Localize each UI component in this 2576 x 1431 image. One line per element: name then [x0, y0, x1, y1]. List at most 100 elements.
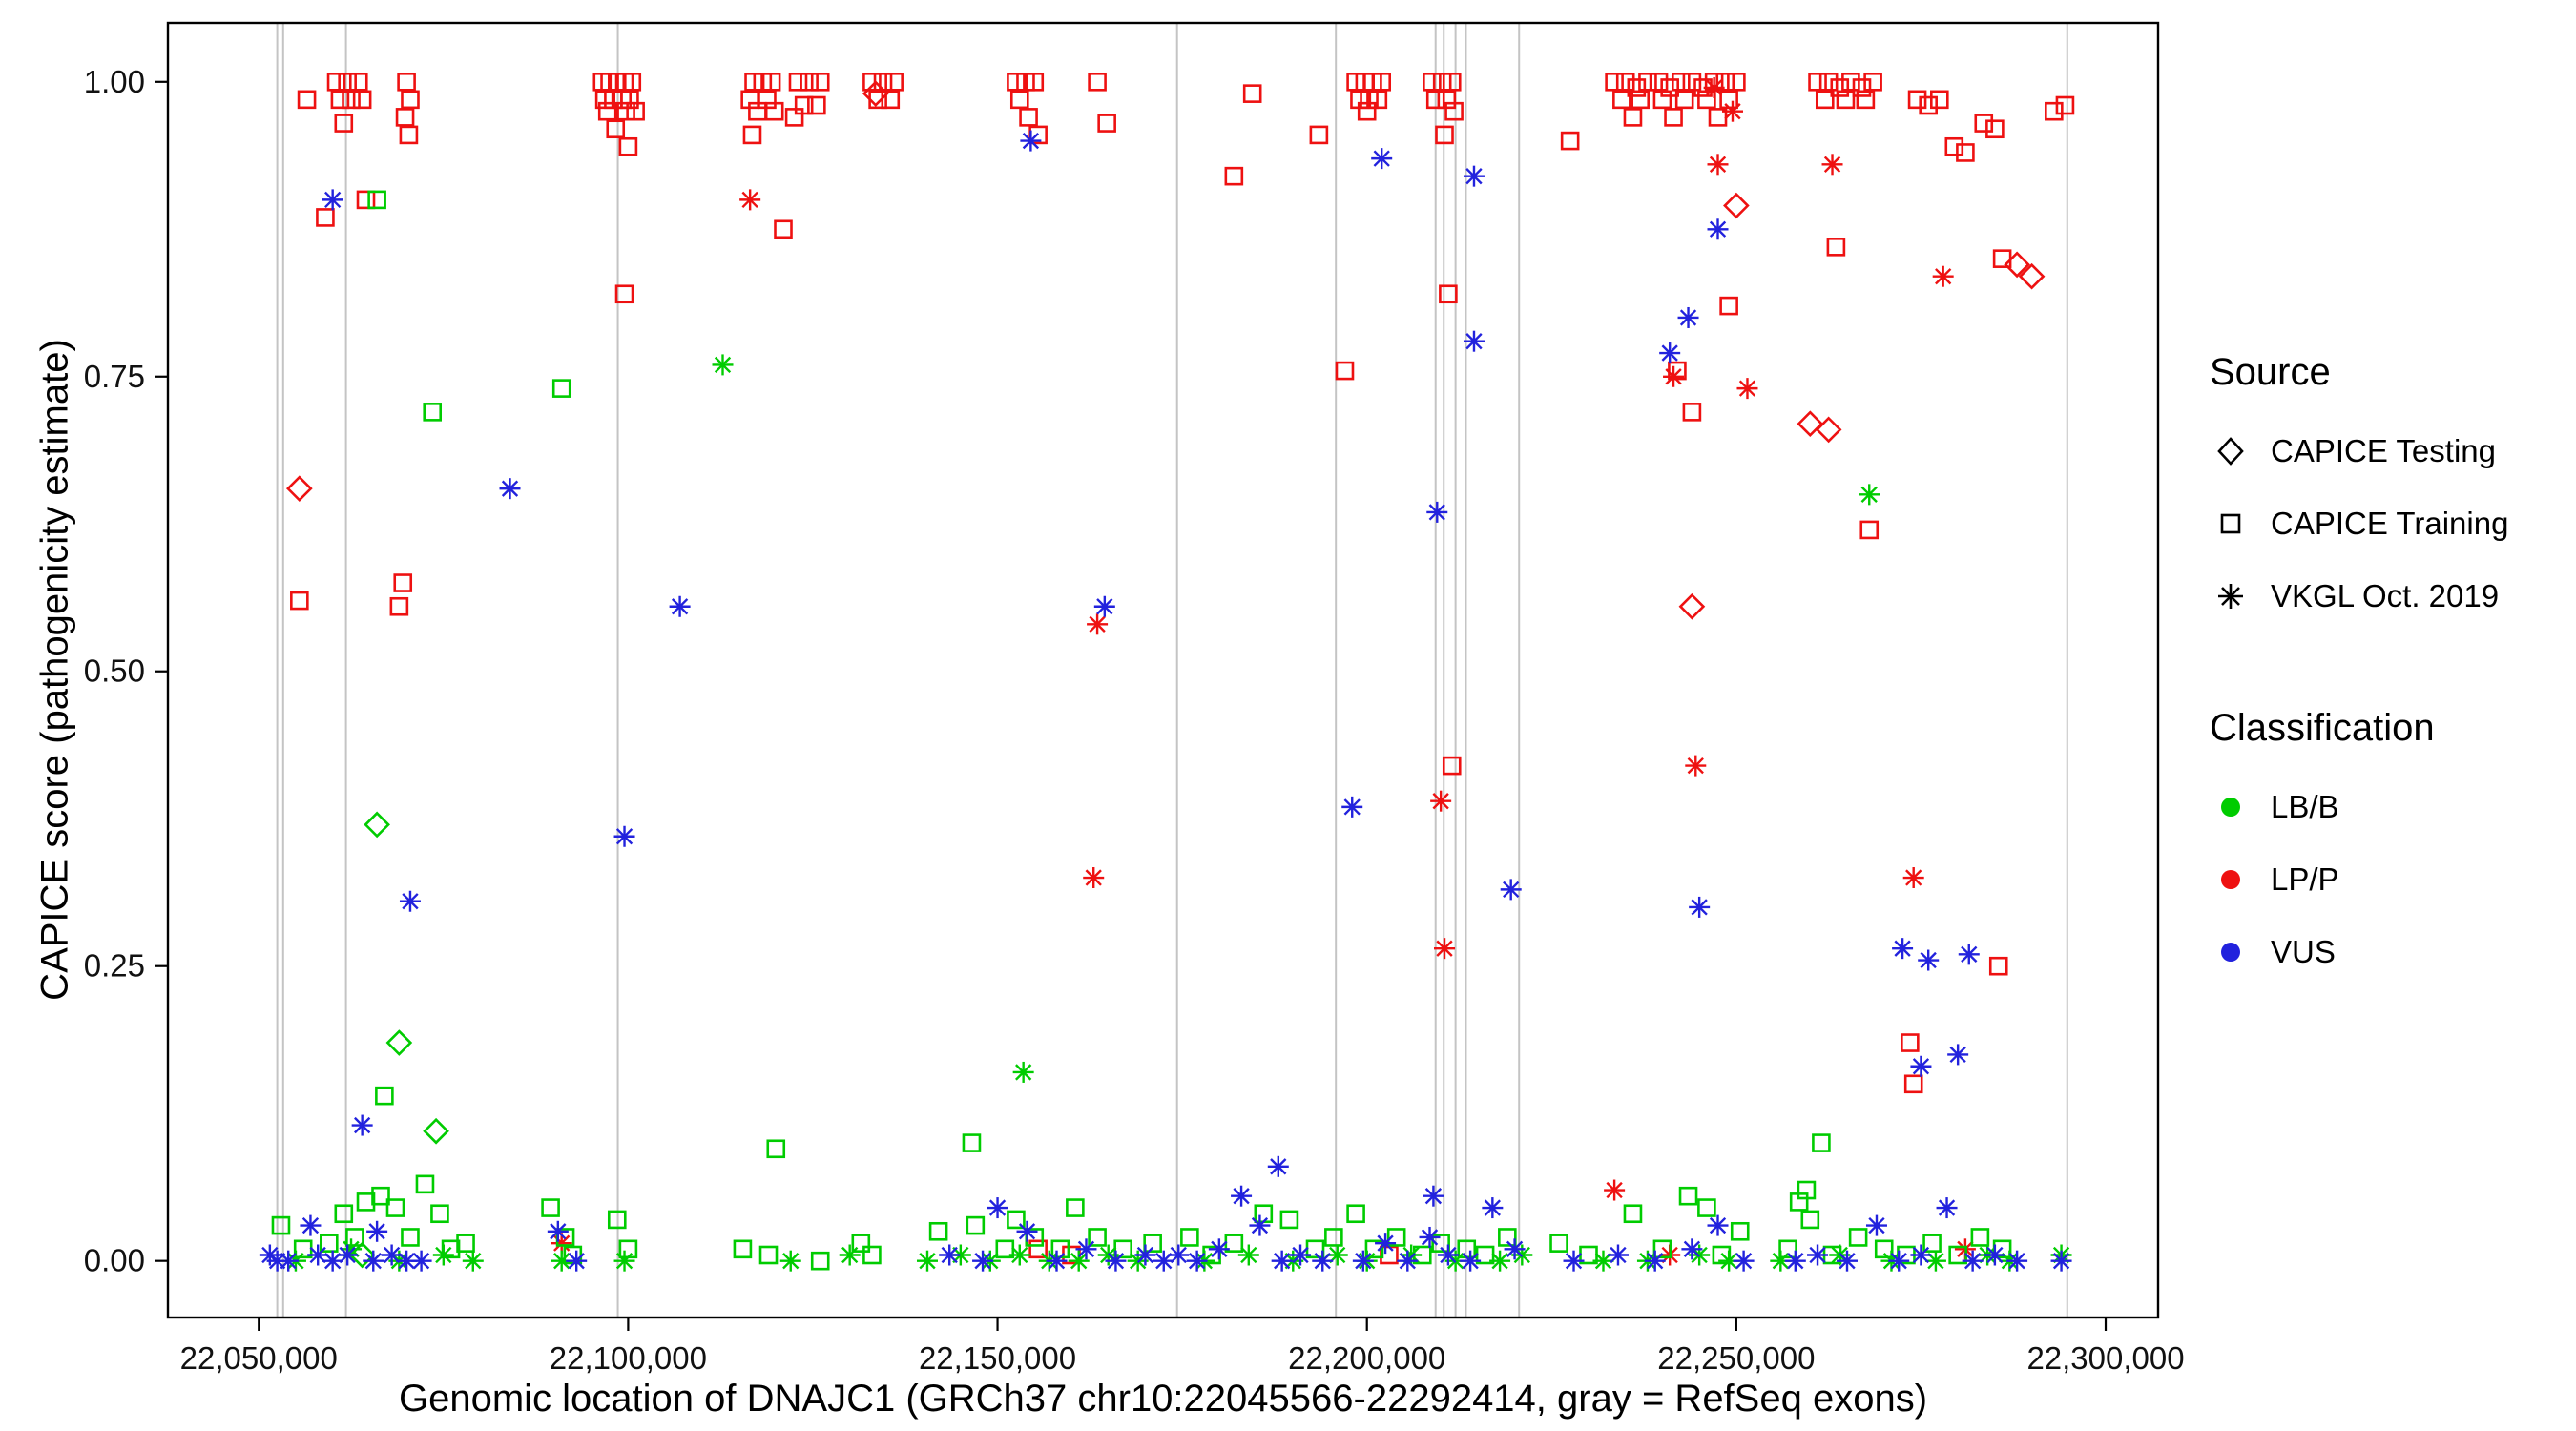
data-point-asterisk	[341, 1238, 363, 1260]
data-point-square	[606, 119, 626, 139]
data-point-asterisk	[1008, 1244, 1030, 1266]
data-point-square	[1856, 90, 1876, 110]
data-point-asterisk	[1068, 1250, 1090, 1272]
data-point-asterisk	[972, 1250, 994, 1272]
legend-source-title: Source	[2210, 351, 2331, 393]
data-point-square	[371, 1186, 390, 1206]
data-point-asterisk	[1644, 1250, 1666, 1272]
data-point-asterisk	[1504, 1238, 1526, 1260]
data-point-square	[1066, 1198, 1085, 1217]
data-point-square	[614, 284, 634, 304]
data-point-asterisk	[1434, 938, 1456, 960]
data-point-asterisk	[1083, 867, 1105, 889]
data-point-square	[733, 1239, 753, 1259]
data-point-asterisk	[1500, 879, 1522, 901]
y-tick-label: 0.25	[84, 948, 145, 984]
data-point-square	[423, 403, 443, 422]
data-point-asterisk	[1482, 1197, 1504, 1219]
vus-dot-icon	[2221, 943, 2240, 962]
data-point-square	[342, 90, 361, 110]
data-point-asterisk	[939, 1244, 961, 1266]
data-point-square	[2055, 95, 2075, 115]
data-point-asterisk	[278, 1250, 300, 1272]
x-tick-label: 22,300,000	[2026, 1340, 2184, 1376]
data-point-square	[1612, 90, 1631, 110]
data-point-square	[607, 1210, 627, 1230]
asterisk-icon	[2218, 584, 2243, 609]
data-point-asterisk	[1859, 484, 1880, 506]
data-point-square	[1970, 1228, 1990, 1247]
data-point-asterisk	[462, 1250, 484, 1272]
data-point-square	[1826, 238, 1846, 257]
data-point-square	[430, 1204, 449, 1224]
x-axis-title: Genomic location of DNAJC1 (GRCh37 chr10…	[398, 1378, 1928, 1420]
legend: Source CAPICE Testing CAPICE Training VK…	[2210, 351, 2508, 1063]
data-point-asterisk	[712, 354, 734, 376]
data-point-square	[1435, 125, 1454, 145]
data-point-square	[1425, 90, 1445, 110]
data-point-square	[1242, 84, 1262, 103]
data-point-asterisk	[1607, 1244, 1629, 1266]
data-point-asterisk	[1237, 1244, 1259, 1266]
data-point-asterisk	[1463, 330, 1485, 352]
data-point-asterisk	[1718, 1250, 1740, 1272]
data-point-asterisk	[1290, 1244, 1312, 1266]
data-point-asterisk	[1208, 1238, 1230, 1260]
data-point-asterisk	[1707, 218, 1729, 240]
data-point-square	[1985, 119, 2005, 139]
data-point-square	[1346, 1204, 1365, 1224]
data-point-asterisk	[1397, 1250, 1419, 1272]
data-point-asterisk	[1936, 1197, 1958, 1219]
legend-item-capice-training: CAPICE Training	[2210, 487, 2508, 560]
data-point-square	[1309, 125, 1329, 145]
data-point-asterisk	[2050, 1250, 2072, 1272]
data-point-square	[356, 190, 376, 210]
data-point-asterisk	[1837, 1250, 1859, 1272]
data-point-square	[1903, 1074, 1923, 1094]
data-point-asterisk	[1352, 1250, 1374, 1272]
data-point-square	[1715, 72, 1735, 92]
data-point-square	[774, 219, 793, 239]
data-point-asterisk	[432, 1244, 454, 1266]
data-point-square	[1224, 166, 1244, 186]
data-point-square	[1974, 114, 1994, 133]
data-point-square	[1638, 72, 1657, 92]
data-point-asterisk	[1231, 1185, 1253, 1207]
data-point-asterisk	[1932, 265, 1954, 287]
data-point-square	[1815, 90, 1835, 110]
data-point-asterisk	[1663, 365, 1685, 387]
data-point-asterisk	[337, 1244, 359, 1266]
data-point-square	[1623, 1204, 1643, 1224]
data-point-square	[1988, 956, 2008, 976]
data-point-asterisk	[1918, 949, 1940, 971]
data-point-asterisk	[1821, 154, 1843, 176]
data-point-asterisk	[410, 1250, 432, 1272]
data-point-asterisk	[1721, 100, 1743, 122]
data-point-square	[326, 72, 346, 92]
y-tick-label: 0.00	[84, 1243, 145, 1278]
data-point-asterisk	[1563, 1250, 1585, 1272]
data-point-asterisk	[739, 189, 761, 211]
data-point-square	[1097, 114, 1116, 133]
legend-item-vkgl: VKGL Oct. 2019	[2210, 560, 2508, 633]
data-point-asterisk	[1681, 1238, 1703, 1260]
data-point-square	[1922, 1234, 1942, 1253]
data-point-square	[764, 101, 784, 121]
data-point-square	[788, 72, 808, 92]
data-point-asterisk	[1105, 1250, 1127, 1272]
data-point-square	[1652, 90, 1672, 110]
data-point-square	[551, 379, 571, 398]
data-point-square	[1431, 1234, 1450, 1253]
data-point-square	[807, 95, 826, 115]
data-point-square	[962, 1133, 982, 1152]
data-point-square	[1368, 90, 1388, 110]
data-point-square	[1649, 72, 1669, 92]
data-point-square	[1007, 1210, 1026, 1230]
data-point-asterisk	[1267, 1155, 1289, 1177]
data-point-asterisk	[1604, 1179, 1626, 1201]
data-point-asterisk	[1947, 1044, 1969, 1066]
legend-item-label: CAPICE Training	[2271, 506, 2509, 541]
data-point-asterisk	[399, 890, 421, 912]
data-point-square	[316, 208, 335, 227]
square-icon	[2220, 513, 2241, 534]
